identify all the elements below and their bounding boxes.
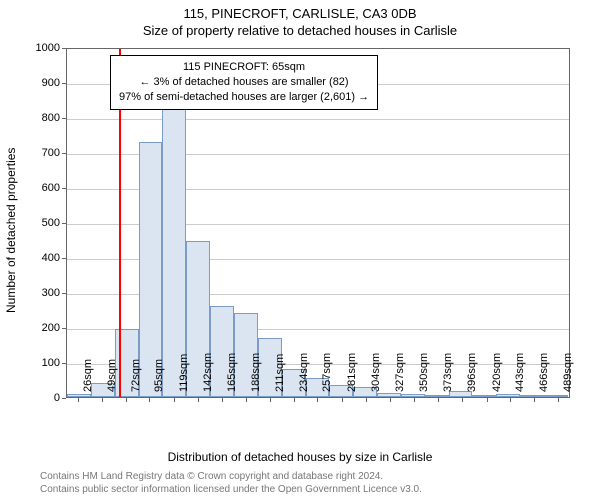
x-tick-label: 304sqm — [370, 353, 382, 392]
y-tick-mark — [62, 153, 66, 154]
y-tick-label: 500 — [26, 217, 60, 229]
y-tick-label: 100 — [26, 357, 60, 369]
x-axis-label: Distribution of detached houses by size … — [0, 450, 600, 464]
x-tick-label: 188sqm — [250, 353, 262, 392]
x-tick-label: 281sqm — [346, 353, 358, 392]
x-tick-label: 119sqm — [178, 354, 190, 392]
histogram-bar — [544, 395, 568, 397]
y-tick-mark — [62, 328, 66, 329]
chart-title-sub: Size of property relative to detached ho… — [0, 21, 600, 38]
y-tick-label: 600 — [26, 182, 60, 194]
x-tick-mark — [246, 398, 247, 402]
y-axis-label: Number of detached properties — [4, 148, 18, 313]
x-tick-label: 373sqm — [442, 353, 454, 392]
y-tick-label: 200 — [26, 322, 60, 334]
x-tick-mark — [438, 398, 439, 402]
x-tick-label: 165sqm — [226, 353, 238, 392]
histogram-bar — [425, 395, 449, 397]
y-tick-label: 700 — [26, 147, 60, 159]
histogram-bar — [377, 393, 401, 397]
y-tick-mark — [62, 223, 66, 224]
x-tick-label: 350sqm — [418, 353, 430, 392]
x-tick-label: 443sqm — [514, 353, 526, 392]
y-tick-mark — [62, 118, 66, 119]
x-tick-mark — [558, 398, 559, 402]
y-tick-label: 400 — [26, 252, 60, 264]
x-tick-mark — [462, 398, 463, 402]
annotation-line-2: ← 3% of detached houses are smaller (82) — [119, 75, 369, 90]
x-tick-mark — [342, 398, 343, 402]
y-tick-label: 1000 — [26, 42, 60, 54]
x-tick-mark — [487, 398, 488, 402]
histogram-bar — [496, 394, 520, 398]
x-tick-mark — [366, 398, 367, 402]
x-tick-mark — [510, 398, 511, 402]
x-tick-label: 489sqm — [562, 353, 574, 392]
y-tick-label: 0 — [26, 392, 60, 404]
x-tick-label: 49sqm — [106, 359, 118, 392]
x-tick-mark — [198, 398, 199, 402]
y-tick-mark — [62, 48, 66, 49]
x-tick-label: 142sqm — [202, 353, 214, 392]
x-tick-label: 420sqm — [491, 353, 503, 392]
histogram-bar — [67, 394, 91, 398]
annotation-line-3: 97% of semi-detached houses are larger (… — [119, 90, 369, 105]
x-tick-label: 257sqm — [321, 353, 333, 392]
y-tick-label: 800 — [26, 112, 60, 124]
x-tick-mark — [126, 398, 127, 402]
footer-line-1: Contains HM Land Registry data © Crown c… — [40, 471, 422, 484]
x-tick-mark — [222, 398, 223, 402]
y-tick-mark — [62, 363, 66, 364]
x-tick-label: 234sqm — [298, 353, 310, 392]
y-tick-mark — [62, 188, 66, 189]
x-tick-mark — [414, 398, 415, 402]
x-tick-mark — [174, 398, 175, 402]
x-tick-label: 95sqm — [153, 359, 165, 392]
x-tick-label: 72sqm — [130, 359, 142, 392]
x-tick-mark — [294, 398, 295, 402]
x-tick-mark — [317, 398, 318, 402]
x-tick-label: 466sqm — [538, 353, 550, 392]
annotation-line-1: 115 PINECROFT: 65sqm — [119, 60, 369, 75]
histogram-bar — [472, 395, 496, 397]
x-tick-mark — [102, 398, 103, 402]
chart-title-main: 115, PINECROFT, CARLISLE, CA3 0DB — [0, 0, 600, 21]
x-tick-label: 396sqm — [466, 353, 478, 392]
y-tick-label: 900 — [26, 77, 60, 89]
x-tick-mark — [149, 398, 150, 402]
footer-attribution: Contains HM Land Registry data © Crown c… — [40, 471, 422, 496]
footer-line-2: Contains public sector information licen… — [40, 484, 422, 497]
y-tick-mark — [62, 258, 66, 259]
y-tick-mark — [62, 293, 66, 294]
y-tick-mark — [62, 83, 66, 84]
x-tick-mark — [270, 398, 271, 402]
x-tick-label: 211sqm — [274, 354, 286, 392]
histogram-bar — [401, 394, 425, 397]
y-tick-mark — [62, 398, 66, 399]
x-tick-label: 327sqm — [394, 353, 406, 392]
x-tick-mark — [534, 398, 535, 402]
x-tick-mark — [78, 398, 79, 402]
annotation-box: 115 PINECROFT: 65sqm ← 3% of detached ho… — [110, 55, 378, 110]
histogram-bar — [520, 395, 544, 397]
x-tick-mark — [390, 398, 391, 402]
x-tick-label: 26sqm — [82, 359, 94, 392]
y-tick-label: 300 — [26, 287, 60, 299]
grid-line — [67, 119, 569, 120]
